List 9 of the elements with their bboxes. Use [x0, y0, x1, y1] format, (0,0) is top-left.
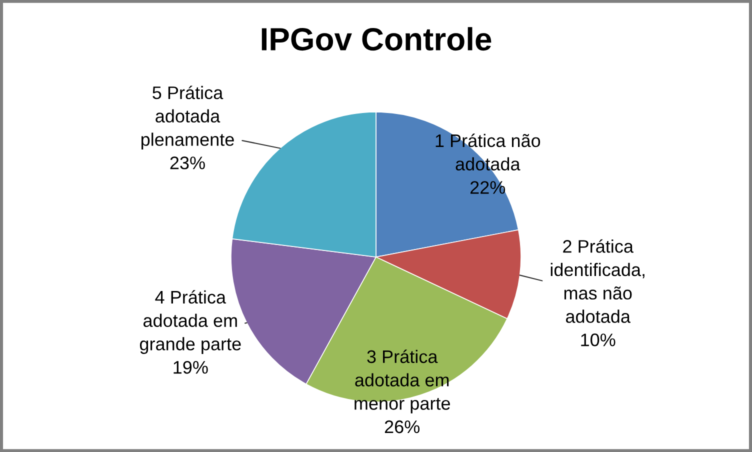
- chart-title: IPGov Controle: [262, 27, 492, 51]
- data-label: 10%: [581, 334, 616, 346]
- slice-label: 5 Prática adotada plenamente: [141, 86, 234, 150]
- data-label: 19%: [174, 360, 208, 374]
- data-label: 26%: [384, 420, 420, 434]
- slice-label: 3 Prática adotada em menor parte: [354, 350, 450, 414]
- slice-label: 4 Prática adotada em grande parte: [140, 290, 241, 354]
- slice-label: 2 Prática identificada, mas não adotada: [550, 239, 644, 323]
- data-label: 23%: [170, 156, 205, 170]
